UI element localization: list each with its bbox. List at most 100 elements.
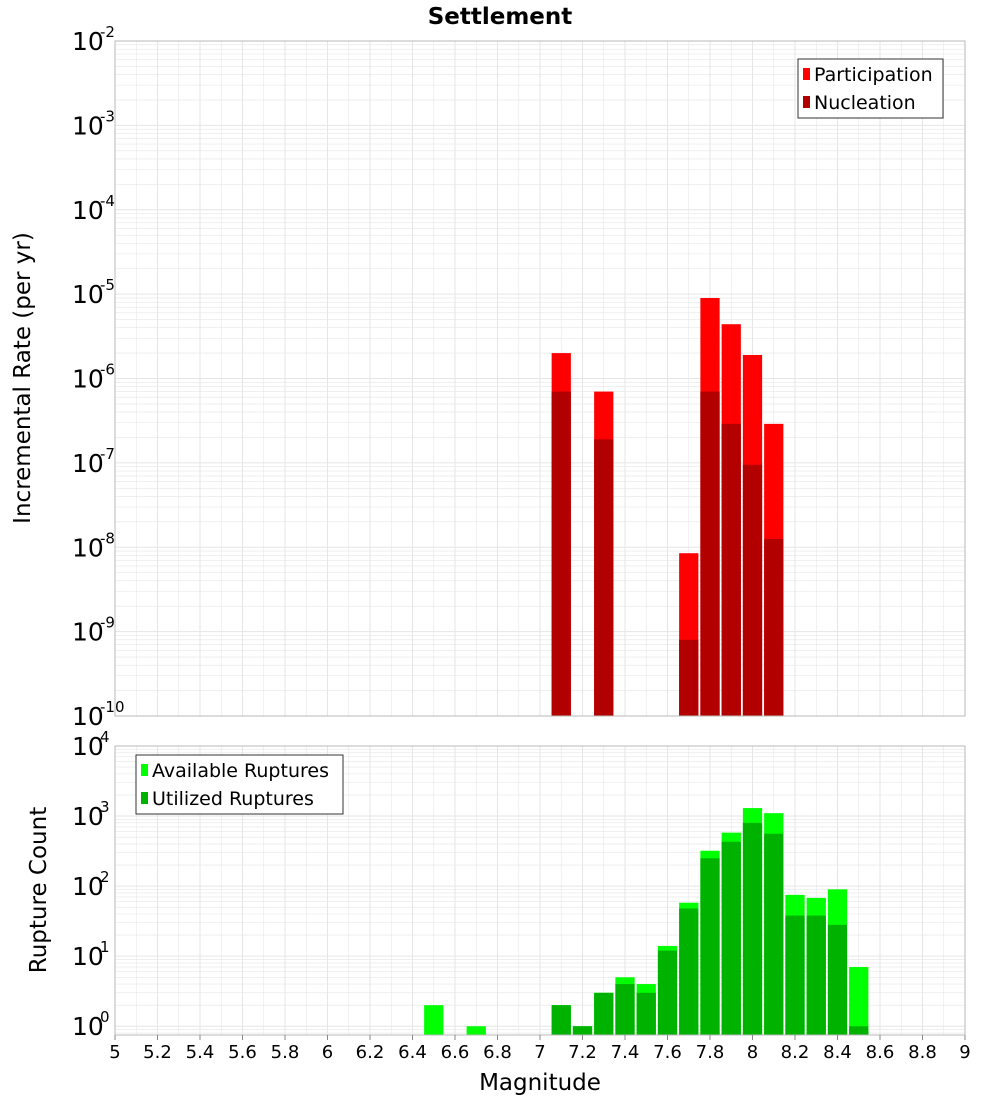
y-tick-label: 101 xyxy=(72,938,110,971)
bar-nucleation xyxy=(742,464,763,716)
bar-utilized-ruptures xyxy=(827,924,848,1035)
legend-box xyxy=(135,754,344,815)
y-tick-exponent: 1 xyxy=(100,938,110,956)
bottom-y-axis-label: Rupture Count xyxy=(26,807,52,973)
x-tick-label: 8.2 xyxy=(781,1042,810,1063)
x-tick-label: 6.8 xyxy=(483,1042,512,1063)
top-y-ticks: 10-210-310-410-510-610-710-810-910-10 xyxy=(72,23,125,731)
y-tick-base: 10 xyxy=(72,196,104,225)
x-tick-label: 8.8 xyxy=(908,1042,937,1063)
bar-nucleation xyxy=(594,439,614,716)
bar-utilized-ruptures xyxy=(679,908,699,1035)
y-tick-base: 10 xyxy=(72,942,104,971)
x-tick-label: 8.6 xyxy=(866,1042,895,1063)
bar-nucleation xyxy=(721,423,741,716)
bottom-bars xyxy=(424,808,869,1035)
bar-utilized-ruptures xyxy=(636,992,656,1035)
bar-nucleation xyxy=(700,391,720,716)
y-tick-exponent: -7 xyxy=(100,445,115,463)
y-tick-base: 10 xyxy=(72,732,104,761)
top-y-axis-label: Incremental Rate (per yr) xyxy=(10,232,36,524)
chart-title: Settlement xyxy=(428,4,573,30)
y-tick-label: 100 xyxy=(72,1008,110,1041)
legend-swatch xyxy=(803,96,810,108)
y-tick-label: 102 xyxy=(72,868,110,901)
y-tick-exponent: -9 xyxy=(100,614,115,632)
x-tick-label: 6.6 xyxy=(441,1042,470,1063)
x-tick-label: 7 xyxy=(534,1042,545,1063)
legend-swatch xyxy=(141,792,148,804)
y-tick-label: 104 xyxy=(72,728,110,761)
top-bars xyxy=(551,297,784,716)
y-tick-base: 10 xyxy=(72,872,104,901)
bar-nucleation xyxy=(551,391,571,716)
bar-available-ruptures xyxy=(424,1005,444,1035)
y-tick-base: 10 xyxy=(72,618,104,647)
y-tick-exponent: -5 xyxy=(100,276,115,294)
y-tick-base: 10 xyxy=(72,533,104,562)
y-tick-exponent: -2 xyxy=(100,23,115,41)
y-tick-exponent: 0 xyxy=(100,1008,110,1026)
y-tick-label: 10-10 xyxy=(72,698,125,731)
bar-utilized-ruptures xyxy=(742,822,763,1035)
y-tick-exponent: -4 xyxy=(100,192,115,210)
y-tick-label: 103 xyxy=(72,798,110,831)
bar-utilized-ruptures xyxy=(551,1005,571,1035)
x-tick-label: 5.2 xyxy=(143,1042,172,1063)
legend-swatch xyxy=(141,764,148,776)
y-tick-base: 10 xyxy=(72,702,104,731)
bar-utilized-ruptures xyxy=(657,950,678,1035)
y-tick-exponent: 3 xyxy=(100,798,110,816)
y-tick-base: 10 xyxy=(72,365,104,394)
x-tick-label: 7.2 xyxy=(568,1042,597,1063)
legend-swatch xyxy=(803,68,810,80)
bar-nucleation xyxy=(764,539,784,716)
y-tick-exponent: -10 xyxy=(100,698,125,716)
bar-utilized-ruptures xyxy=(721,841,741,1035)
bar-available-ruptures xyxy=(466,1026,486,1035)
bar-utilized-ruptures xyxy=(806,915,826,1035)
top-legend: Participation Nucleation xyxy=(797,58,944,119)
y-tick-exponent: 4 xyxy=(100,728,110,746)
x-tick-label: 9 xyxy=(959,1042,970,1063)
legend-label: Nucleation xyxy=(814,92,916,114)
y-tick-label: 10-9 xyxy=(72,614,115,647)
y-tick-exponent: 2 xyxy=(100,868,110,886)
x-tick-label: 5 xyxy=(109,1042,120,1063)
y-tick-exponent: -3 xyxy=(100,107,115,125)
y-tick-base: 10 xyxy=(72,802,104,831)
y-tick-exponent: -8 xyxy=(100,529,115,547)
top-panel: 10-210-310-410-510-610-710-810-910-10 In… xyxy=(10,23,966,731)
top-plot-frame xyxy=(114,40,966,717)
legend-box xyxy=(797,58,944,119)
y-tick-label: 10-7 xyxy=(72,445,115,478)
x-ticks: 5 5.2 5.4 5.6 5.8 6 6.2 6.4 6.6 6.8 7 7.2 7.4 7.6 7.8 8… xyxy=(109,1035,971,1063)
bar-utilized-ruptures xyxy=(572,1026,593,1035)
bar-available-ruptures xyxy=(849,967,869,1035)
x-tick-label: 6 xyxy=(322,1042,333,1063)
y-tick-base: 10 xyxy=(72,280,104,309)
x-axis-label: Magnitude xyxy=(479,1070,601,1096)
y-tick-label: 10-4 xyxy=(72,192,115,225)
bar-utilized-ruptures xyxy=(849,1026,869,1035)
y-tick-label: 10-5 xyxy=(72,276,115,309)
x-tick-label: 6.4 xyxy=(398,1042,427,1063)
y-tick-base: 10 xyxy=(72,449,104,478)
y-tick-base: 10 xyxy=(72,1012,104,1041)
bar-utilized-ruptures xyxy=(700,858,720,1035)
legend-label: Participation xyxy=(814,64,933,86)
x-tick-label: 7.6 xyxy=(653,1042,682,1063)
x-tick-label: 8 xyxy=(747,1042,758,1063)
top-grid xyxy=(114,40,966,717)
x-tick-label: 7.4 xyxy=(611,1042,640,1063)
y-tick-base: 10 xyxy=(72,27,104,56)
x-tick-label: 6.2 xyxy=(356,1042,385,1063)
y-tick-base: 10 xyxy=(72,111,104,140)
x-tick-label: 7.8 xyxy=(696,1042,725,1063)
bar-utilized-ruptures xyxy=(764,833,784,1035)
y-tick-label: 10-2 xyxy=(72,23,115,56)
y-tick-exponent: -6 xyxy=(100,361,115,379)
